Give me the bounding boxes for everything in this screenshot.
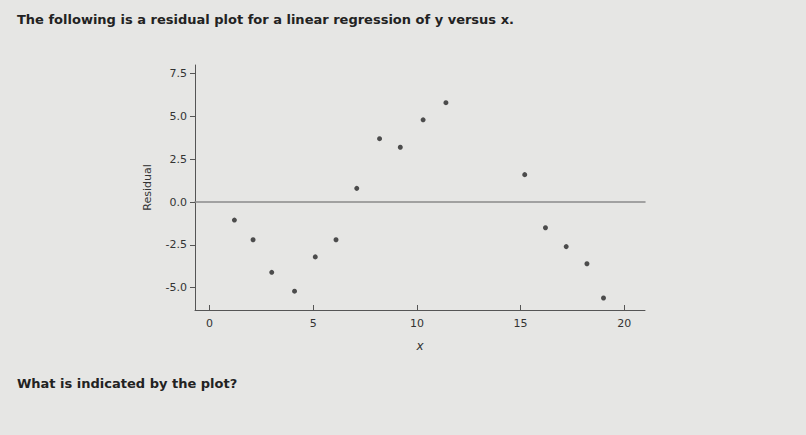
- svg-text:2.5: 2.5: [170, 153, 188, 166]
- svg-text:What is indicated by the plot?: What is indicated by the plot?: [17, 376, 237, 391]
- svg-text:7.5: 7.5: [170, 67, 188, 80]
- svg-text:0.0: 0.0: [170, 196, 188, 209]
- svg-text:x: x: [415, 339, 424, 353]
- svg-text:0: 0: [206, 317, 213, 330]
- svg-text:10: 10: [410, 317, 424, 330]
- svg-text:20: 20: [617, 317, 631, 330]
- svg-text:-5.0: -5.0: [166, 281, 187, 294]
- svg-text:-2.5: -2.5: [166, 238, 187, 251]
- svg-text:15: 15: [514, 317, 528, 330]
- svg-text:5: 5: [310, 317, 317, 330]
- svg-text:The following is a residual pl: The following is a residual plot for a l…: [17, 12, 514, 27]
- svg-text:5.0: 5.0: [170, 110, 188, 123]
- svg-text:Residual: Residual: [141, 164, 154, 210]
